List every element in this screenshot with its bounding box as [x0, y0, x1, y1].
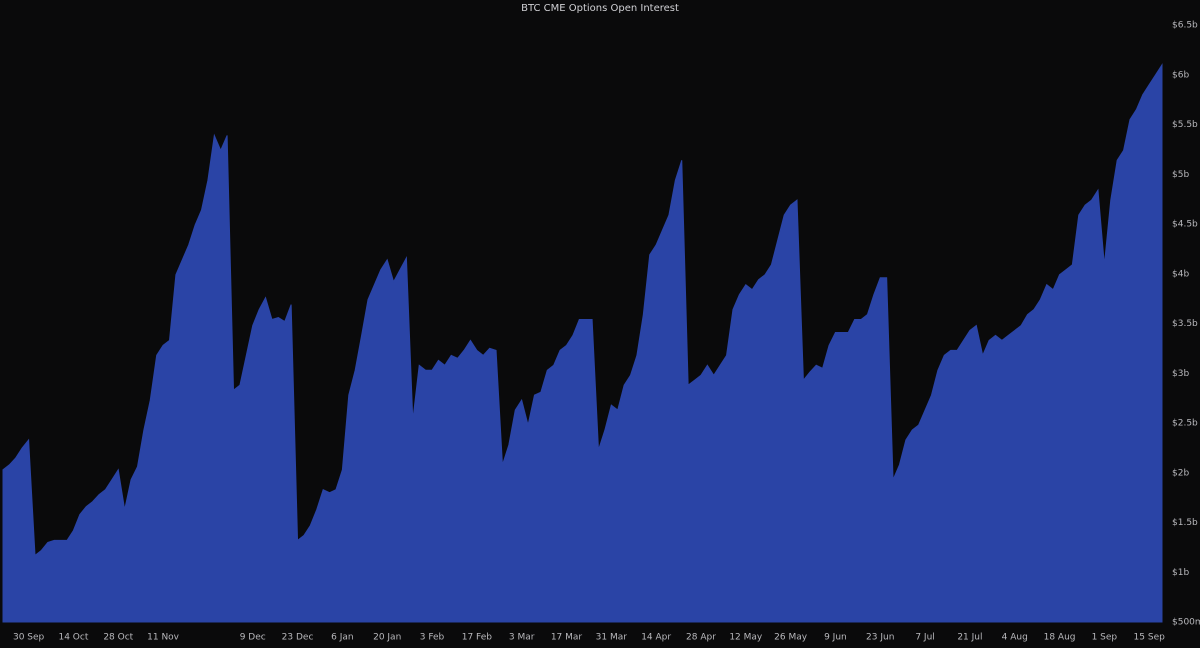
y-tick-label: $6.5b: [1172, 21, 1198, 31]
y-tick-label: $1.5b: [1172, 518, 1198, 528]
x-tick-label: 28 Apr: [686, 633, 716, 643]
x-tick-label: 18 Aug: [1044, 633, 1076, 643]
x-tick-label: 6 Jan: [331, 633, 353, 643]
x-tick-label: 28 Oct: [103, 633, 133, 643]
x-tick-label: 14 Oct: [58, 633, 88, 643]
y-tick-label: $2b: [1172, 468, 1189, 478]
x-tick-label: 15 Sep: [1134, 633, 1166, 643]
x-tick-label: 23 Jun: [866, 633, 894, 643]
x-tick-label: 17 Mar: [551, 633, 583, 643]
x-tick-label: 31 Mar: [596, 633, 628, 643]
y-tick-label: $6b: [1172, 70, 1189, 80]
y-tick-label: $1b: [1172, 568, 1189, 578]
x-tick-label: 30 Sep: [13, 633, 45, 643]
x-tick-label: 3 Mar: [509, 633, 535, 643]
y-tick-label: $5.5b: [1172, 120, 1198, 130]
x-tick-label: 4 Aug: [1002, 633, 1028, 643]
y-tick-label: $4.5b: [1172, 220, 1198, 230]
x-tick-label: 21 Jul: [957, 633, 982, 643]
x-tick-label: 7 Jul: [915, 633, 934, 643]
x-tick-label: 12 May: [729, 633, 763, 643]
y-tick-label: $5b: [1172, 170, 1189, 180]
x-tick-label: 3 Feb: [420, 633, 445, 643]
x-tick-label: 23 Dec: [282, 633, 314, 643]
x-tick-label: 20 Jan: [373, 633, 401, 643]
x-tick-label: 14 Apr: [641, 633, 671, 643]
x-tick-label: 9 Dec: [240, 633, 266, 643]
area: [2, 63, 1163, 623]
x-tick-label: 1 Sep: [1092, 633, 1118, 643]
y-tick-label: $3b: [1172, 369, 1189, 379]
y-tick-label: $2.5b: [1172, 419, 1198, 429]
y-tick-label: $500m: [1172, 618, 1200, 628]
y-tick-label: $3.5b: [1172, 319, 1198, 329]
x-tick-label: 26 May: [774, 633, 808, 643]
y-tick-label: $4b: [1172, 269, 1189, 279]
chart-title: BTC CME Options Open Interest: [521, 3, 679, 14]
x-tick-label: 17 Feb: [462, 633, 493, 643]
x-tick-label: 11 Nov: [147, 633, 180, 643]
x-tick-label: 9 Jun: [824, 633, 847, 643]
